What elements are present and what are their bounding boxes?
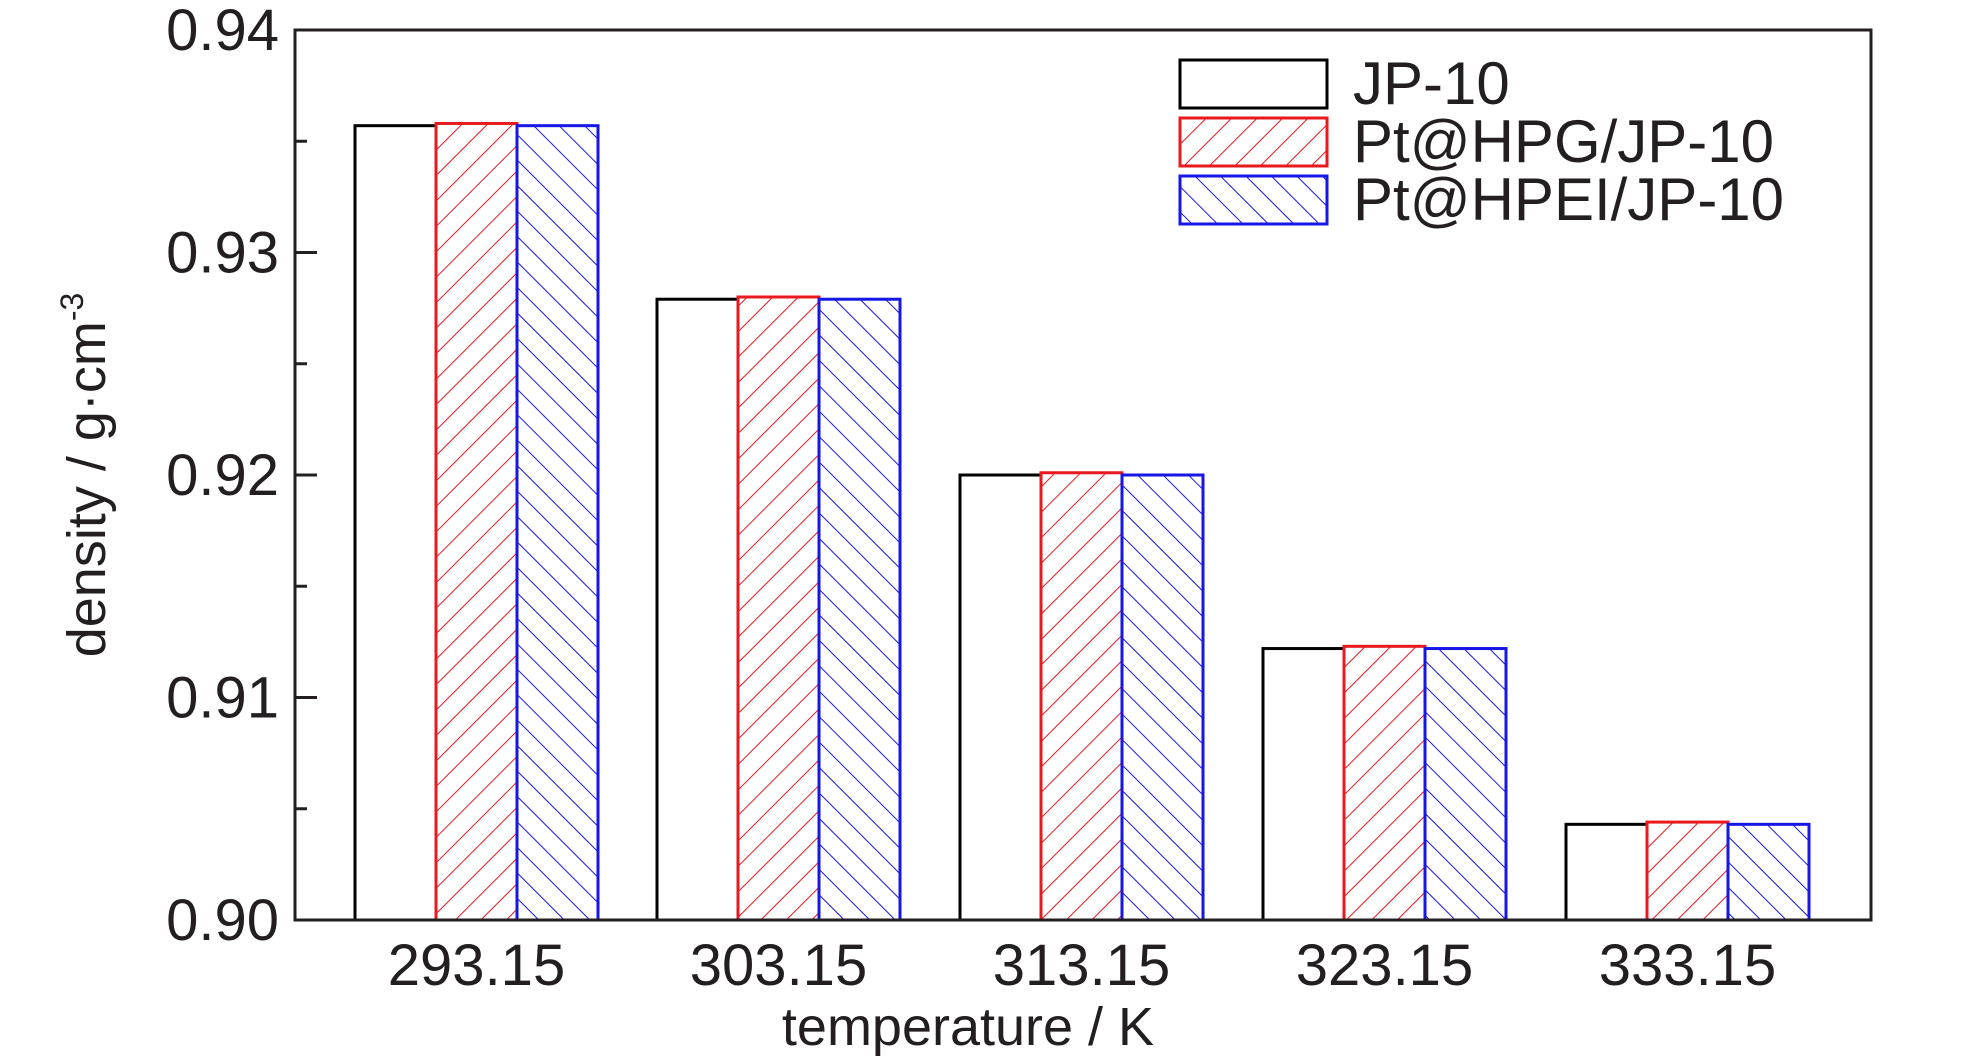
- x-tick-label: 313.15: [993, 933, 1170, 998]
- y-tick-label: 0.92: [166, 443, 279, 508]
- y-axis-label-superscript: -3: [54, 293, 90, 321]
- bars-group: [353, 121, 1811, 922]
- x-tick-label: 303.15: [690, 933, 867, 998]
- x-axis-ticks: 293.15 303.15 313.15 323.15 333.15: [388, 933, 1776, 998]
- bar-jp-10-2: [958, 473, 1043, 922]
- legend-label: JP-10: [1353, 50, 1510, 117]
- y-tick-label: 0.90: [166, 888, 279, 953]
- bar-jp-10-3: [1261, 647, 1346, 922]
- y-tick-label: 0.93: [166, 221, 279, 286]
- bar-pt-hpg-jp-10-0: [434, 121, 519, 922]
- legend-swatch: [1178, 116, 1329, 168]
- y-axis-ticks: 0.90 0.91 0.92 0.93 0.94: [166, 0, 317, 953]
- y-tick-label: 0.94: [166, 0, 279, 63]
- bar-pt-hpei-jp-10-0: [515, 124, 600, 922]
- bar-jp-10-1: [655, 297, 740, 922]
- bar-pt-hpei-jp-10-3: [1423, 647, 1508, 922]
- bar-pt-hpei-jp-10-4: [1726, 822, 1811, 922]
- x-tick-label: 333.15: [1599, 933, 1776, 998]
- legend-swatch: [1178, 174, 1329, 226]
- legend-label: Pt@HPG/JP-10: [1353, 108, 1774, 175]
- x-axis-label: temperature / K: [782, 997, 1154, 1057]
- bar-jp-10-4: [1564, 822, 1649, 922]
- bar-pt-hpei-jp-10-1: [817, 297, 902, 922]
- y-axis-label-main: density / g·cm: [57, 321, 117, 657]
- bar-pt-hpg-jp-10-1: [736, 295, 821, 922]
- bar-pt-hpg-jp-10-2: [1039, 471, 1124, 922]
- y-axis-label: density / g·cm-3: [54, 293, 117, 658]
- bar-pt-hpg-jp-10-3: [1342, 644, 1427, 922]
- x-tick-label: 323.15: [1296, 933, 1473, 998]
- legend-label: Pt@HPEI/JP-10: [1353, 166, 1784, 233]
- bar-pt-hpei-jp-10-2: [1120, 473, 1205, 922]
- bar-jp-10-0: [353, 124, 438, 922]
- bar-pt-hpg-jp-10-4: [1645, 820, 1730, 922]
- legend-swatch: [1178, 58, 1329, 110]
- x-tick-label: 293.15: [388, 933, 565, 998]
- y-tick-label: 0.91: [166, 666, 279, 731]
